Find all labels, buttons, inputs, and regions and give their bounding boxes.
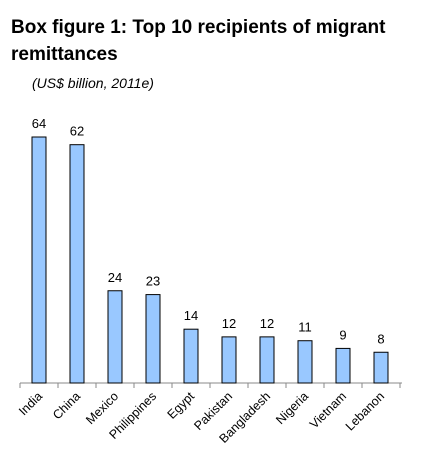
tick-label-india: India: [16, 389, 45, 418]
bar-nigeria: [297, 340, 313, 384]
tick-label-china: China: [50, 389, 83, 422]
data-label-lebanon: 8: [377, 331, 384, 346]
bar-vietnam: [335, 347, 351, 384]
data-label-nigeria: 11: [298, 320, 312, 335]
bar-bangladesh: [259, 336, 275, 384]
tick-label-nigeria: Nigeria: [273, 389, 311, 427]
bar-china: [69, 144, 85, 384]
data-label-vietnam: 9: [339, 327, 346, 342]
bar-lebanon: [373, 351, 389, 384]
bar-india: [31, 136, 47, 384]
tick-label-vietnam: Vietnam: [307, 389, 349, 431]
data-label-china: 62: [70, 124, 84, 139]
data-label-bangladesh: 12: [260, 316, 274, 331]
tick-label-lebanon: Lebanon: [343, 389, 387, 433]
data-label-mexico: 24: [108, 270, 122, 285]
data-label-india: 64: [32, 116, 46, 131]
data-label-egypt: 14: [184, 308, 198, 323]
data-label-pakistan: 12: [222, 316, 236, 331]
data-label-philippines: 23: [146, 274, 160, 289]
chart-subtitle: (US$ billion, 2011e): [32, 75, 154, 91]
tick-label-egypt: Egypt: [165, 389, 198, 422]
bar-pakistan: [221, 336, 237, 384]
tick-label-mexico: Mexico: [83, 389, 121, 427]
bar-philippines: [145, 294, 161, 384]
chart-title: Box figure 1: Top 10 recipients of migra…: [11, 17, 386, 65]
bar-egypt: [183, 328, 199, 384]
bar-mexico: [107, 290, 123, 384]
